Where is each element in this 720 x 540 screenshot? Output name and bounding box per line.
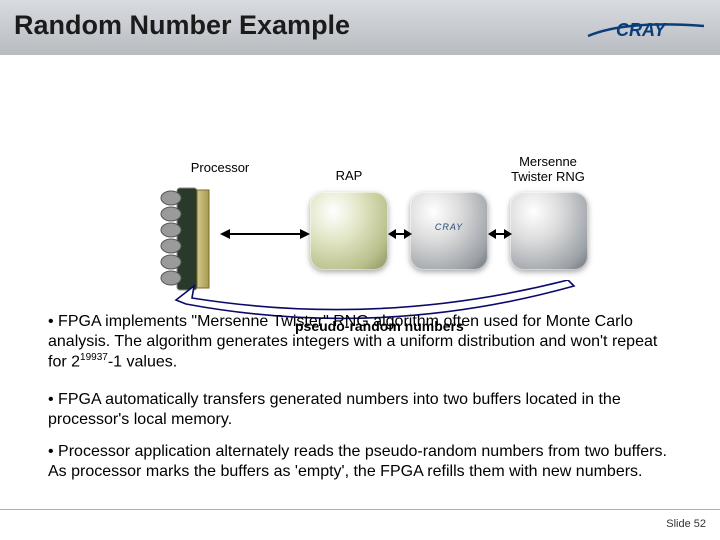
bullet-1: • FPGA implements "Mersenne Twister" RNG…: [48, 312, 672, 372]
processor-icon: [155, 184, 219, 294]
arrow-rap-mid: [388, 226, 412, 242]
diagram-area: Processor RAP Mersenne Twister RNG CRAY …: [0, 72, 720, 272]
label-processor: Processor: [180, 160, 260, 175]
arrow-proc-rap: [220, 226, 310, 242]
svg-text:CRAY: CRAY: [616, 20, 668, 40]
chip-rap: [310, 192, 388, 270]
bullet-2: • FPGA automatically transfers generated…: [48, 390, 672, 430]
header-bar: Random Number Example CRAY: [0, 0, 720, 55]
footer-divider: [0, 509, 720, 510]
chip-mid-logo: CRAY: [410, 222, 488, 232]
label-rap: RAP: [324, 168, 374, 183]
bullet-3: • Processor application alternately read…: [48, 442, 672, 482]
chip-mid: CRAY: [410, 192, 488, 270]
arrow-mid-rng: [488, 226, 512, 242]
bullet-1-exp: 19937: [80, 352, 108, 363]
slide-number: Slide 52: [666, 518, 706, 530]
chip-rng: 10101010101011001001: [510, 192, 588, 270]
label-rng: Mersenne Twister RNG: [498, 154, 598, 184]
bullet-1-b: -1 values.: [108, 353, 177, 370]
cray-logo: CRAY: [586, 14, 706, 47]
slide-title: Random Number Example: [14, 10, 350, 41]
